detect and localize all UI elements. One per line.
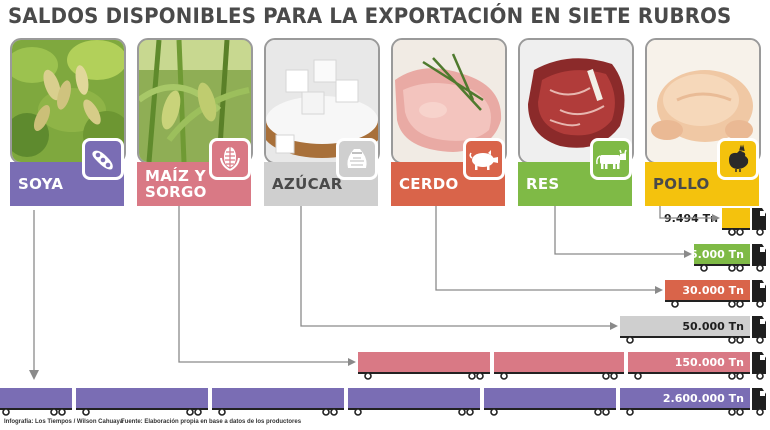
truck-trailer (694, 244, 750, 264)
truck-wheel (500, 372, 508, 380)
truck-wheel (736, 300, 744, 308)
connector-arrowhead (712, 214, 720, 222)
connector-line (435, 206, 657, 291)
truck-trailer (628, 352, 750, 372)
truck-soya: 2.600.000 Tn (0, 210, 766, 416)
truck-wheel (756, 336, 764, 344)
truck-value-label: 150.000 Tn (675, 356, 744, 369)
truck-wheel (756, 300, 764, 308)
corn-stalks-photo (137, 38, 253, 164)
truck-value-label: 50.000 Tn (682, 320, 744, 333)
truck-wheel (466, 408, 474, 416)
truck-trailer (494, 352, 624, 372)
truck-pollo: 9.494 Tn (659, 206, 766, 236)
truck-wheel (728, 264, 736, 272)
truck-window (760, 319, 765, 324)
truck-wheel (364, 372, 372, 380)
truck-wheel (58, 408, 66, 416)
truck-trailer (620, 388, 750, 408)
truck-wheel (322, 408, 330, 416)
connector-arrowhead (610, 322, 618, 330)
truck-res: 15.000 Tn (554, 206, 766, 272)
truck-value-label: 15.000 Tn (682, 248, 744, 261)
truck-wheel (50, 408, 58, 416)
truck-window (760, 247, 765, 252)
truck-trailer (348, 388, 480, 408)
truck-wheel (82, 408, 90, 416)
truck-wheel (458, 408, 466, 416)
connector-arrowhead (348, 358, 356, 366)
truck-wheel (736, 228, 744, 236)
truck-wheel (602, 372, 610, 380)
product-label-pollo: POLLO (645, 162, 759, 206)
truck-wheel (728, 408, 736, 416)
truck-wheel (330, 408, 338, 416)
truck-trailer (358, 352, 490, 372)
cow-icon (590, 138, 632, 180)
truck-trailer (665, 280, 750, 300)
truck-window (760, 391, 765, 396)
truck-trailer (0, 388, 72, 408)
product-label-maiz-sorgo: MAÍZ Y SORGO (137, 162, 251, 206)
footer-source: Fuente: Elaboración propia en base a dat… (121, 419, 302, 425)
infographic-title: SALDOS DISPONIBLES PARA LA EXPORTACIÓN E… (8, 4, 732, 28)
truck-wheel (218, 408, 226, 416)
sugar-sack-icon (336, 138, 378, 180)
truck-wheel (736, 408, 744, 416)
truck-window (760, 211, 765, 216)
truck-trailer (76, 388, 208, 408)
connector-arrowhead (29, 370, 39, 380)
truck-wheel (194, 408, 202, 416)
connector-line (300, 206, 612, 327)
truck-wheel (728, 300, 736, 308)
truck-wheel (756, 372, 764, 380)
pig-icon (463, 138, 505, 180)
truck-wheel (671, 300, 679, 308)
truck-wheel (468, 372, 476, 380)
truck-cerdo: 30.000 Tn (435, 206, 766, 308)
corn-cob-icon (209, 138, 251, 180)
connector-line (659, 206, 714, 219)
truck-wheel (634, 372, 642, 380)
truck-window (760, 355, 765, 360)
truck-wheel (756, 408, 764, 416)
soybean-pod-icon (82, 138, 124, 180)
truck-wheel (728, 228, 736, 236)
truck-maíz-y-sorgo: 150.000 Tn (178, 206, 766, 380)
truck-wheel (626, 336, 634, 344)
truck-trailer (484, 388, 616, 408)
truck-wheel (610, 372, 618, 380)
truck-wheel (476, 372, 484, 380)
truck-wheel (756, 264, 764, 272)
truck-wheel (594, 408, 602, 416)
truck-wheel (626, 408, 634, 416)
truck-wheel (602, 408, 610, 416)
truck-wheel (2, 408, 10, 416)
connector-line (178, 206, 350, 363)
truck-value-label: 30.000 Tn (682, 284, 744, 297)
truck-wheel (186, 408, 194, 416)
truck-wheel (756, 228, 764, 236)
truck-window (760, 283, 765, 288)
truck-wheel (728, 372, 736, 380)
truck-wheel (736, 336, 744, 344)
truck-trailer (212, 388, 344, 408)
truck-value-label: 2.600.000 Tn (663, 392, 744, 405)
truck-wheel (490, 408, 498, 416)
footer-credit: Infografía: Los Tiempos / Wilson Cahuaya (4, 419, 124, 425)
connector-arrowhead (684, 250, 692, 258)
truck-wheel (736, 264, 744, 272)
truck-azúcar: 50.000 Tn (300, 206, 766, 344)
connector-line (554, 206, 686, 255)
truck-wheel (354, 408, 362, 416)
truck-trailer (722, 208, 750, 228)
chicken-icon (717, 138, 759, 180)
truck-wheel (736, 372, 744, 380)
truck-trailer (620, 316, 750, 336)
truck-wheel (728, 336, 736, 344)
connector-arrowhead (655, 286, 663, 294)
truck-wheel (700, 264, 708, 272)
